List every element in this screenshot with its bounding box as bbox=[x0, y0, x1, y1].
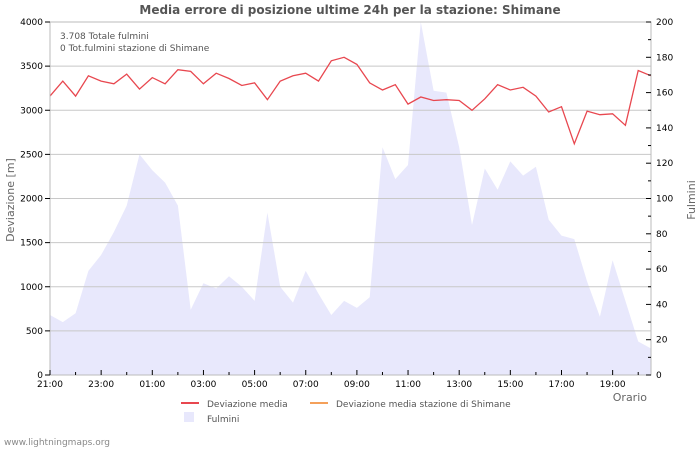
y2-tick-label: 140 bbox=[656, 124, 673, 134]
legend-label-deviazione-stazione: Deviazione media stazione di Shimane bbox=[336, 400, 511, 410]
x-axis: 21:00 23:00 01:00 03:00 05:00 07:00 09:00 11:00… bbox=[37, 370, 639, 390]
y-tick-label: 500 bbox=[26, 327, 43, 337]
x-tick-label: 21:00 bbox=[37, 380, 63, 390]
y-tick-label: 4000 bbox=[20, 18, 43, 28]
y-tick-label: 3500 bbox=[20, 62, 43, 72]
x-tick-label: 01:00 bbox=[139, 380, 165, 390]
x-tick-label: 11:00 bbox=[395, 380, 421, 390]
x-axis-label: Orario bbox=[613, 391, 648, 404]
x-tick-label: 17:00 bbox=[549, 380, 575, 390]
deviazione-media-line bbox=[49, 56, 652, 146]
y-tick-label: 3000 bbox=[20, 106, 43, 116]
y-axis-label: Deviazione [m] bbox=[4, 158, 17, 242]
y2-tick-label: 40 bbox=[656, 300, 668, 310]
y2-tick-label: 180 bbox=[656, 53, 673, 63]
y2-axis-label: Fulmini bbox=[685, 180, 698, 220]
y-tick-label: 2500 bbox=[20, 150, 43, 160]
y2-tick-label: 200 bbox=[656, 18, 673, 28]
x-tick-label: 05:00 bbox=[242, 380, 268, 390]
x-tick-label: 23:00 bbox=[88, 380, 114, 390]
y-axis-left: 0 500 1000 1500 2000 2500 3000 3500 4000 bbox=[20, 18, 50, 381]
chart-title: Media errore di posizione ultime 24h per… bbox=[139, 3, 561, 17]
y-tick-label: 2000 bbox=[20, 195, 43, 205]
x-tick-label: 13:00 bbox=[446, 380, 472, 390]
y2-tick-label: 120 bbox=[656, 159, 673, 169]
legend-swatch-fulmini bbox=[184, 412, 194, 422]
y2-tick-label: 20 bbox=[656, 336, 668, 346]
x-tick-label: 09:00 bbox=[344, 380, 370, 390]
x-tick-label: 15:00 bbox=[497, 380, 523, 390]
y2-tick-label: 80 bbox=[656, 230, 668, 240]
x-tick-label: 07:00 bbox=[293, 380, 319, 390]
y2-tick-label: 100 bbox=[656, 195, 673, 205]
x-tick-label: 19:00 bbox=[600, 380, 626, 390]
annotation-total: 3.708 Totale fulmini bbox=[60, 32, 149, 42]
y-tick-label: 1500 bbox=[20, 239, 43, 249]
credit-link[interactable]: www.lightningmaps.org bbox=[4, 438, 110, 448]
legend-label-deviazione-media: Deviazione media bbox=[207, 400, 288, 410]
legend-label-fulmini: Fulmini bbox=[207, 415, 239, 425]
y2-tick-label: 160 bbox=[656, 89, 673, 99]
y2-tick-label: 60 bbox=[656, 265, 668, 275]
legend: Deviazione media Deviazione media stazio… bbox=[181, 400, 511, 425]
x-tick-label: 03:00 bbox=[190, 380, 216, 390]
annotation-station: 0 Tot.fulmini stazione di Shimane bbox=[60, 44, 210, 54]
y2-tick-label: 0 bbox=[656, 371, 662, 381]
y-tick-label: 0 bbox=[37, 371, 43, 381]
grid-lines-overlay bbox=[50, 65, 651, 332]
y-tick-label: 1000 bbox=[20, 283, 43, 293]
y-axis-right: 0 20 40 60 80 100 120 140 160 180 200 bbox=[646, 18, 673, 381]
